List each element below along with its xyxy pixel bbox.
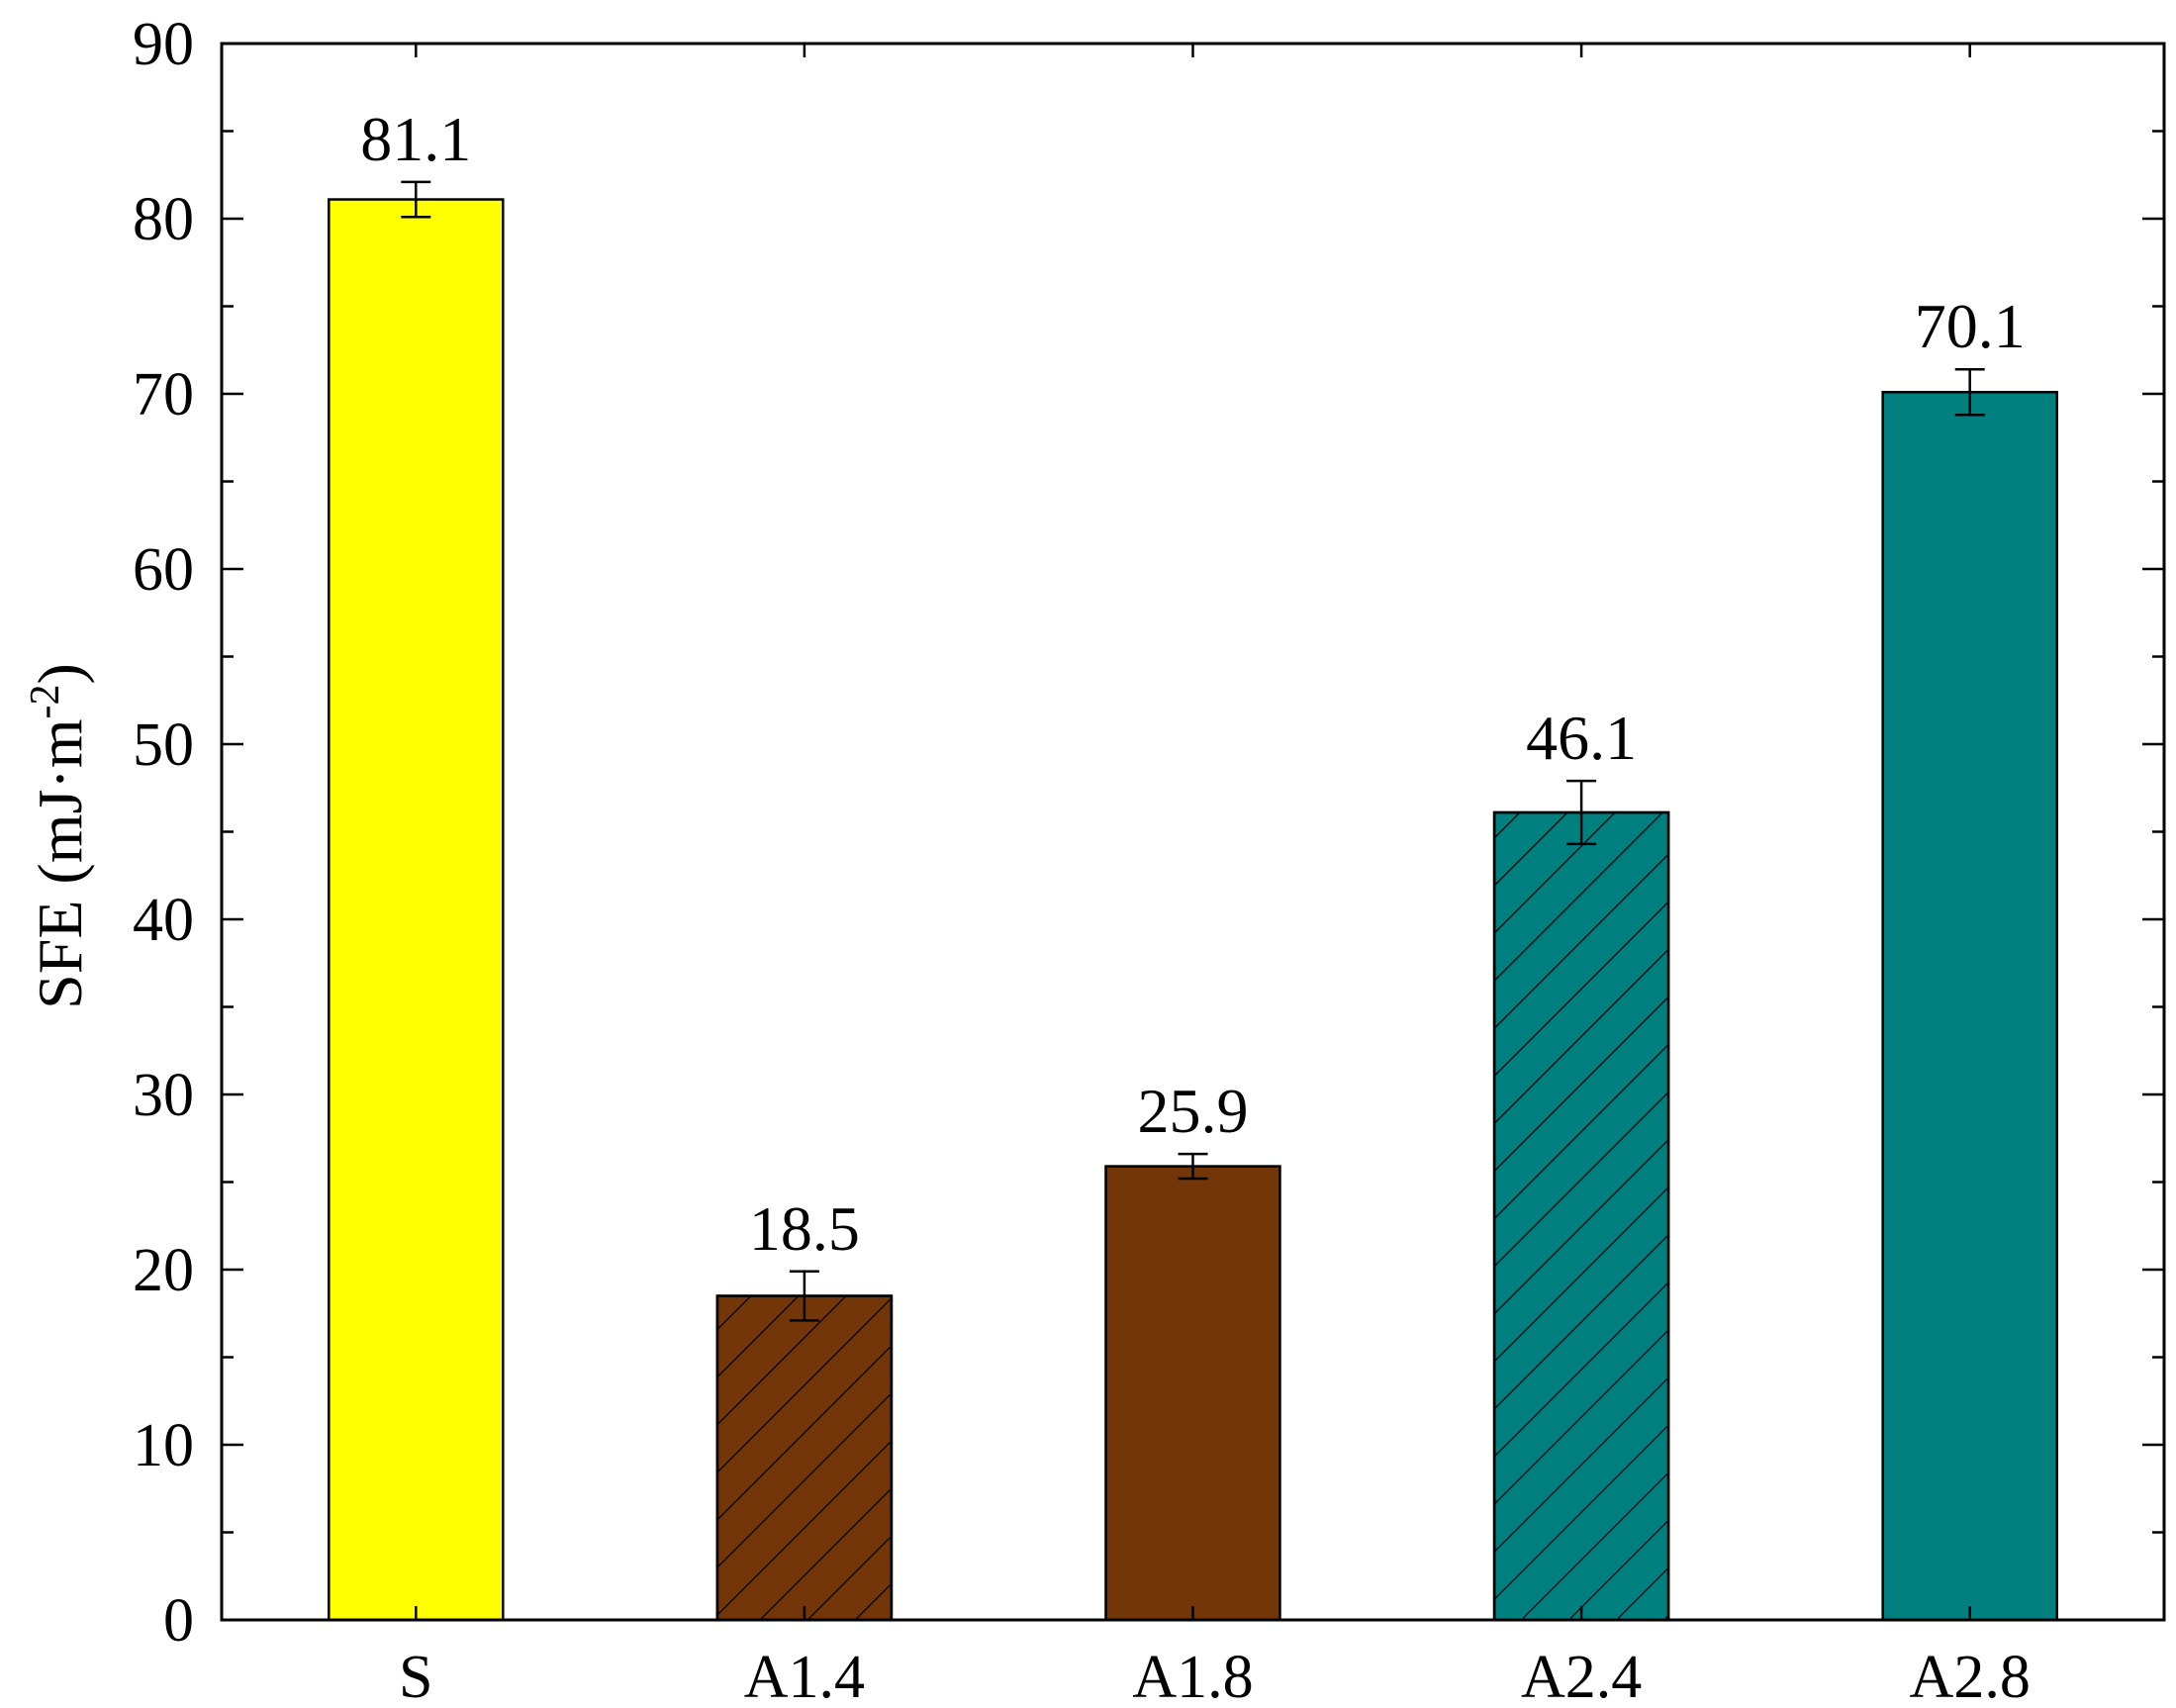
bar-hatch-A1.4 (715, 1294, 894, 1622)
y-axis-title-end: ) (25, 663, 95, 684)
y-tick-label-90: 90 (133, 11, 194, 78)
y-tick-label-20: 20 (133, 1237, 194, 1304)
axes-layer (220, 42, 2166, 1622)
x-tick-label-A1.4: A1.4 (744, 1644, 865, 1708)
x-tick-label-S: S (399, 1644, 432, 1708)
data-label-A2.8: 70.1 (1915, 291, 2026, 361)
y-axis-title-main: SFE (mJ·m (25, 718, 95, 1008)
data-label-S: 81.1 (360, 104, 471, 174)
y-tick-label-70: 70 (133, 361, 194, 428)
y-axis-title: SFE (mJ·m-2) (23, 663, 95, 1009)
y-axis-title-sup: -2 (23, 684, 68, 718)
bar-S (328, 198, 505, 1622)
x-tick-label-A1.8: A1.8 (1132, 1644, 1253, 1708)
data-label-A2.4: 46.1 (1526, 703, 1637, 773)
y-tick-label-0: 0 (163, 1587, 194, 1655)
labels-layer: 81.1 S 18.5 A1.4 25.9 A1.8 46.1 A2.4 70.1 A2.8 0 10… (133, 11, 2031, 1708)
bar-A2.8 (1881, 390, 2058, 1622)
data-label-A1.4: 18.5 (749, 1193, 860, 1264)
bar-A1.8 (1104, 1165, 1281, 1622)
y-tick-label-60: 60 (133, 536, 194, 604)
x-tick-label-A2.4: A2.4 (1521, 1644, 1642, 1708)
y-tick-label-30: 30 (133, 1062, 194, 1129)
bar-hatch-A2.4 (1492, 810, 1670, 1622)
x-tick-label-A2.8: A2.8 (1910, 1644, 2031, 1708)
y-tick-label-80: 80 (133, 186, 194, 253)
y-tick-label-10: 10 (133, 1412, 194, 1479)
bars-layer (328, 198, 2058, 1622)
data-label-A1.8: 25.9 (1138, 1076, 1249, 1146)
y-tick-label-40: 40 (133, 887, 194, 954)
error-bars-layer (401, 180, 1985, 1322)
y-tick-label-50: 50 (133, 712, 194, 779)
